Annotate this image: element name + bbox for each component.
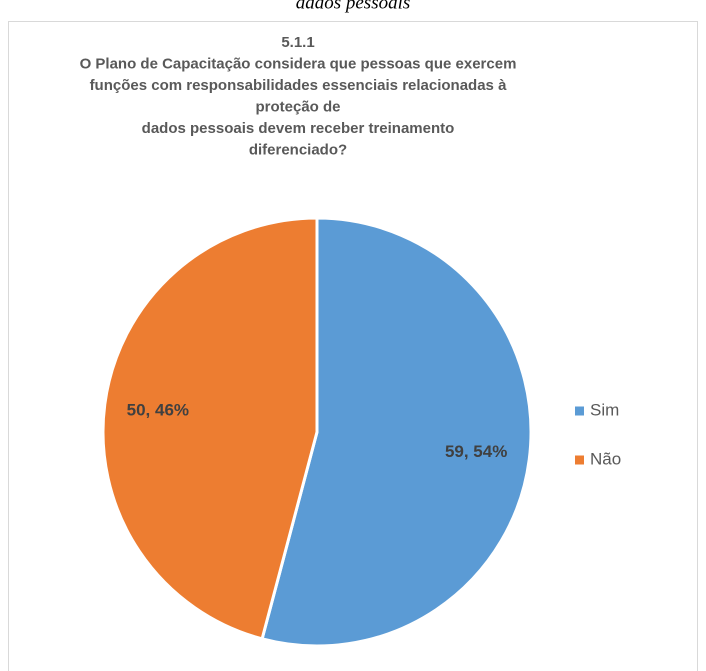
caption: dados pessoais — [296, 0, 411, 13]
pie-slice — [260, 216, 533, 648]
legend-label: Não — [590, 449, 621, 468]
chart-title: dados pessoais devem receber treinamento — [142, 120, 455, 137]
legend-swatch — [575, 455, 584, 465]
chart-title: diferenciado? — [249, 141, 347, 158]
chart-title: funções com responsabilidades essenciais… — [90, 77, 508, 94]
chart-title: proteção de — [255, 98, 340, 115]
chart-title: 5.1.1 — [281, 34, 314, 51]
data-label: 59, 54% — [445, 442, 507, 461]
pie-slice — [101, 216, 319, 641]
chart-title: O Plano de Capacitação considera que pes… — [80, 55, 517, 72]
data-label: 50, 46% — [127, 401, 189, 420]
caption-bg — [200, 0, 506, 20]
legend-label: Sim — [590, 400, 619, 419]
legend-swatch — [575, 406, 584, 416]
